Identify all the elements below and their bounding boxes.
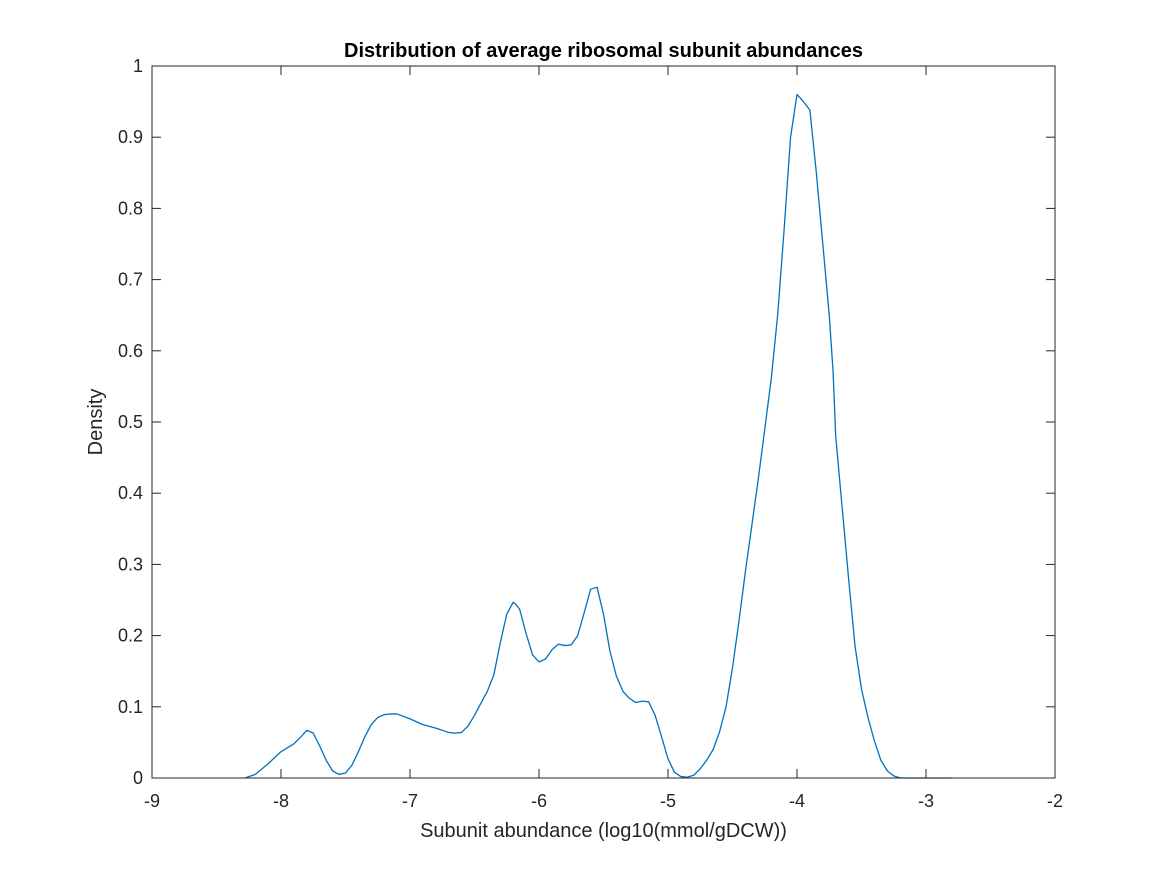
x-axis-label: Subunit abundance (log10(mmol/gDCW)): [420, 820, 787, 842]
y-tick-label: 0.9: [118, 127, 143, 147]
y-tick-label: 0.5: [118, 412, 143, 432]
y-tick-label: 0.1: [118, 697, 143, 717]
y-tick-label: 0.3: [118, 554, 143, 574]
x-tick-label: -6: [531, 791, 547, 811]
y-tick-label: 0.6: [118, 341, 143, 361]
x-tick-label: -7: [402, 791, 418, 811]
x-tick-label: -5: [660, 791, 676, 811]
x-tick-label: -2: [1047, 791, 1063, 811]
x-tick-label: -4: [789, 791, 805, 811]
plot-area: [152, 66, 1055, 778]
x-tick-label: -8: [273, 791, 289, 811]
x-tick-label: -9: [144, 791, 160, 811]
y-tick-label: 0.2: [118, 626, 143, 646]
y-axis-label: Density: [85, 389, 107, 456]
y-tick-label: 1: [133, 56, 143, 76]
density-series-line: [244, 93, 952, 779]
y-tick-label: 0.7: [118, 270, 143, 290]
axis-tick-labels: -9 -8 -7 -6 -5 -4 -3 -2 0 0.1 0.2 0.3 0.4 0.5 0.6 0.7 0.…: [118, 56, 1063, 811]
chart-title: Distribution of average ribosomal subuni…: [344, 40, 863, 62]
axis-ticks: [151, 65, 1056, 779]
y-tick-label: 0.4: [118, 483, 143, 503]
y-tick-label: 0: [133, 768, 143, 788]
axes-box: [151, 65, 1056, 779]
x-tick-label: -3: [918, 791, 934, 811]
y-tick-label: 0.8: [118, 198, 143, 218]
